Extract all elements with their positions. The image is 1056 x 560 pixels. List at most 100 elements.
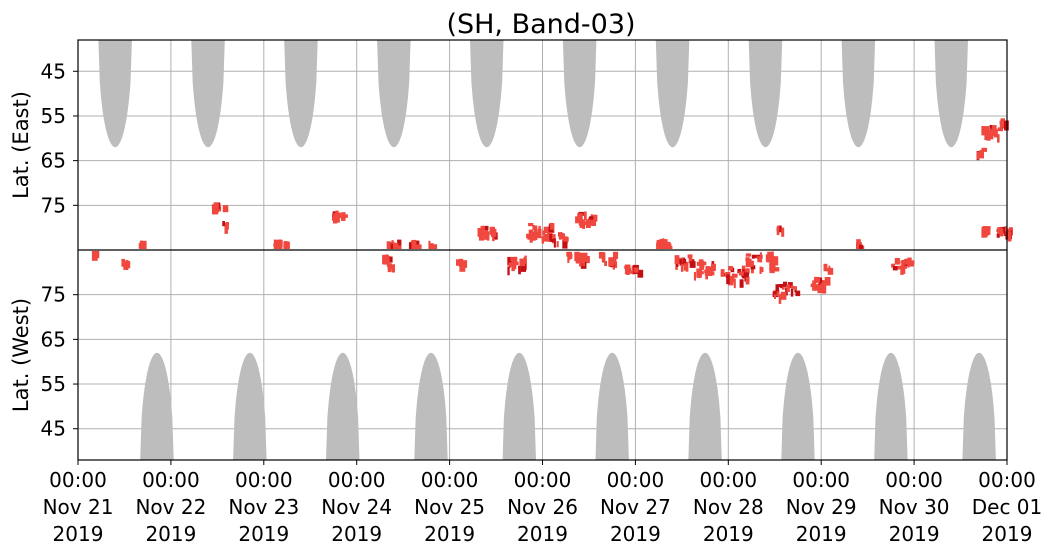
echo-cell <box>579 258 582 267</box>
echo-cell <box>563 236 569 242</box>
coverage-gap-west-5 <box>595 352 629 460</box>
echo-cell <box>283 243 286 248</box>
x-tick-label-time-6: 00:00 <box>607 468 665 492</box>
echo-cell <box>981 230 985 237</box>
echo-cell <box>480 225 485 232</box>
echo-cell <box>338 212 342 219</box>
echo-cell <box>553 238 556 248</box>
echo-cell <box>776 227 783 232</box>
echo-cell <box>277 239 282 244</box>
echo-cell <box>215 203 219 213</box>
echo-cell <box>559 233 566 240</box>
echo-cell <box>333 213 338 224</box>
echo-cell <box>556 241 559 248</box>
echo-patch-1 <box>121 258 131 270</box>
echo-cell <box>484 231 489 240</box>
echo-cell <box>507 266 510 276</box>
echo-cell <box>538 225 541 235</box>
echo-cell <box>398 245 402 249</box>
echo-cell <box>989 125 994 133</box>
echo-cell <box>683 258 687 265</box>
echo-patch-4 <box>222 221 229 234</box>
echo-cell <box>574 251 580 262</box>
coverage-gap-west-9 <box>962 352 996 460</box>
echo-cell <box>731 273 738 278</box>
echo-cell <box>689 261 696 268</box>
echo-cell <box>550 238 554 242</box>
x-tick-label-date-3: Nov 24 <box>321 495 392 519</box>
echo-cell <box>790 288 794 297</box>
x-tick-label-time-5: 00:00 <box>514 468 572 492</box>
echo-cell <box>778 294 782 304</box>
echo-cell <box>769 264 775 274</box>
echo-cell <box>341 212 346 220</box>
echo-cell <box>711 268 715 272</box>
echo-patch-9 <box>389 239 402 249</box>
echo-cell <box>997 227 1003 234</box>
echo-patch-24 <box>693 259 716 281</box>
echo-cell <box>810 283 814 288</box>
echo-cell <box>859 244 864 249</box>
coverage-gap-west-3 <box>414 352 448 460</box>
echo-cell <box>550 222 554 230</box>
echo-patch-22 <box>656 238 673 249</box>
echo-patch-35 <box>981 125 1003 143</box>
x-tick-label-year-10: 2019 <box>982 522 1033 546</box>
echo-cell <box>710 271 715 276</box>
echo-cell <box>751 254 757 259</box>
echo-cell <box>222 221 225 227</box>
echo-cell <box>981 147 987 152</box>
plot-frame <box>77 39 1008 461</box>
echo-cell <box>428 240 431 249</box>
echo-cell <box>988 129 994 134</box>
x-tick-label-year-2: 2019 <box>238 522 289 546</box>
echo-cell <box>589 216 594 220</box>
x-tick-label-year-5: 2019 <box>517 522 568 546</box>
echo-cell <box>383 255 390 265</box>
echo-patch-37 <box>976 147 987 161</box>
echo-cell <box>528 229 534 237</box>
echo-layer <box>91 118 1013 304</box>
x-tick-label-year-9: 2019 <box>889 522 940 546</box>
coverage-gap-west-6 <box>688 352 722 460</box>
echo-cell <box>739 271 745 276</box>
echo-cell <box>701 271 704 275</box>
x-tick-label-date-7: Nov 28 <box>693 495 764 519</box>
echo-cell <box>429 243 434 249</box>
echo-cell <box>543 226 550 233</box>
echo-patch-27 <box>772 281 801 304</box>
x-tick-label-date-9: Nov 30 <box>879 495 950 519</box>
x-tick-label-time-7: 00:00 <box>699 468 757 492</box>
echo-cell <box>543 233 549 242</box>
echo-cell <box>625 267 629 273</box>
echo-cell <box>526 233 531 239</box>
echo-cell <box>812 280 816 290</box>
echo-cell <box>680 263 684 272</box>
echo-cell <box>1000 121 1005 125</box>
echo-cell <box>977 151 980 160</box>
echo-cell <box>534 225 538 233</box>
echo-cell <box>711 263 716 270</box>
echo-patch-20 <box>598 251 619 270</box>
echo-cell <box>527 233 534 240</box>
echo-cell <box>592 214 598 222</box>
echo-cell <box>733 278 736 289</box>
echo-cell <box>900 260 905 264</box>
echo-cell <box>583 252 588 262</box>
echo-cell <box>633 267 639 273</box>
echo-cell <box>624 265 630 269</box>
echo-patch-0 <box>91 251 100 261</box>
coverage-gap-east-0 <box>98 40 132 148</box>
x-tick-label-date-6: Nov 27 <box>600 495 671 519</box>
x-tick-label-year-7: 2019 <box>703 522 754 546</box>
echo-cell <box>774 267 780 272</box>
echo-cell <box>793 286 797 290</box>
coverage-gap-west-8 <box>874 352 908 460</box>
echo-cell <box>601 258 605 262</box>
echo-cell <box>823 263 828 272</box>
echo-patch-26 <box>745 251 780 274</box>
echo-cell <box>386 263 392 267</box>
echo-cell <box>745 253 752 257</box>
echo-cell <box>582 219 586 229</box>
echo-cell <box>510 256 513 262</box>
